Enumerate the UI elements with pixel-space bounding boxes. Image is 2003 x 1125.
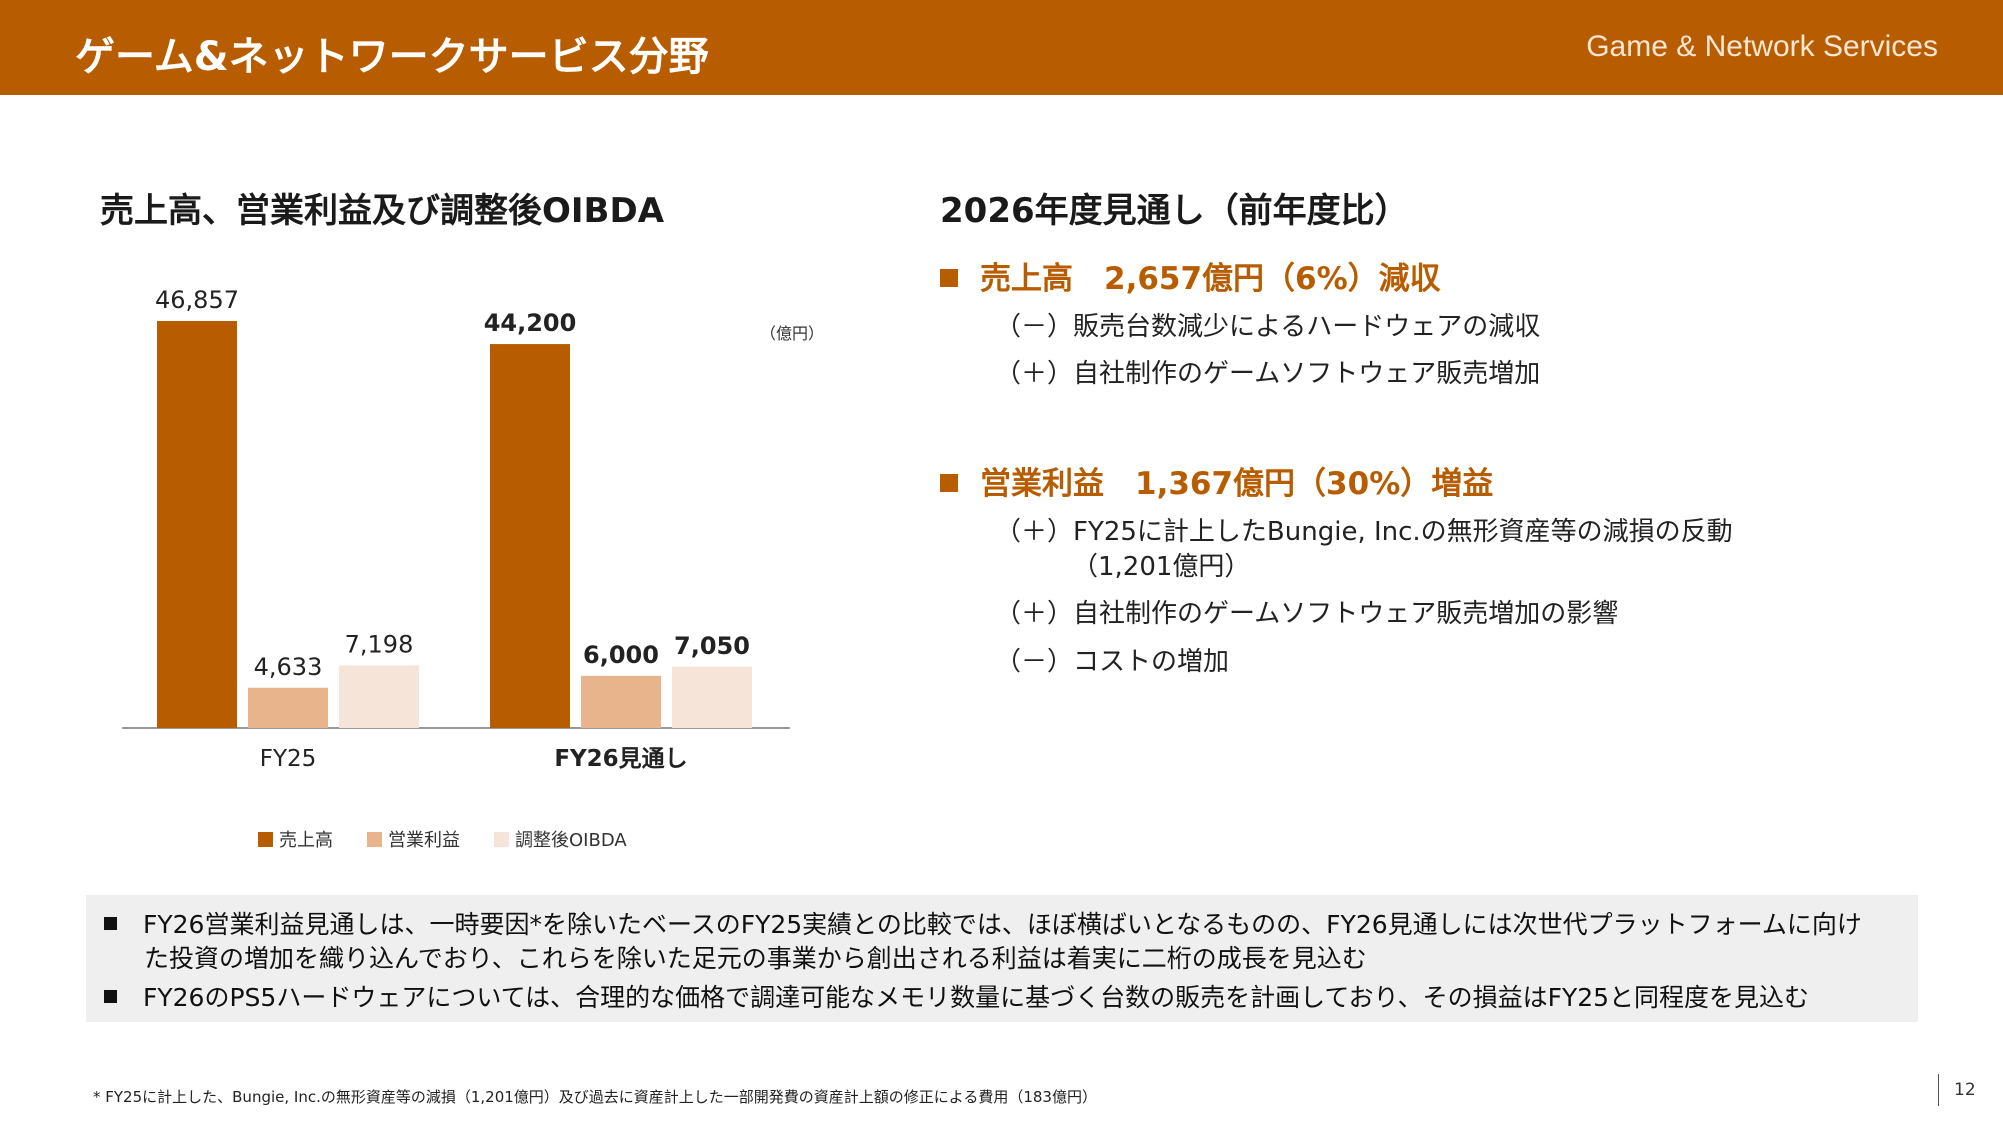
unit-label: （億円） [760,324,825,343]
legend-item-oibda: 調整後OIBDA [494,826,627,852]
square-bullet-icon [104,989,117,1003]
chart-section-title: 売上高、営業利益及び調整後OIBDA [100,191,665,231]
bar-0-1 [490,344,570,728]
sales-factor-2: （＋）自社制作のゲームソフトウェア販売増加 [995,359,1541,389]
square-bullet-icon [940,268,958,287]
category-label-0: FY25 [260,746,317,772]
op-income-outlook-text: 営業利益 1,367億円（30%）増益 [980,466,1494,502]
page-number-divider [1938,1074,1939,1106]
legend-label: 調整後OIBDA [515,830,627,851]
notes-box: FY26営業利益見通しは、一時要因*を除いたベースのFY25実績との比較では、ほ… [86,895,1918,1022]
op-income-factor-1: （＋）FY25に計上したBungie, Inc.の無形資産等の減損の反動 [995,517,1733,547]
footnote: * FY25に計上した、Bungie, Inc.の無形資産等の減損（1,201億… [93,1088,1097,1106]
legend-swatch [494,831,509,847]
note-item-1-continued: た投資の増加を織り込んでおり、これらを除いた足元の事業から創出される利益は着実に… [144,944,1367,973]
legend-swatch [367,831,382,847]
legend-item-sales: 売上高 [258,826,333,852]
note-item-1: FY26営業利益見通しは、一時要因*を除いたベースのFY25実績との比較では、ほ… [104,905,1862,941]
bar-2-0 [339,665,419,728]
legend-label: 売上高 [279,830,333,851]
sales-outlook-heading: 売上高 2,657億円（6%）減収 [940,253,1441,298]
segment-name-en: Game & Network Services [1586,30,1938,63]
page-title: ゲーム&ネットワークサービス分野 [75,34,709,80]
data-label-2-1: 7,050 [674,632,750,660]
bar-1-1 [581,675,661,728]
note-item-2: FY26のPS5ハードウェアについては、合理的な価格で調達可能なメモリ数量に基づ… [104,978,1809,1014]
chart-legend: 売上高 営業利益 調整後OIBDA [258,826,627,852]
category-label-1: FY26見通し [554,746,687,772]
legend-label: 営業利益 [388,830,460,851]
data-label-1-1: 6,000 [583,641,659,669]
bar-0-0 [157,320,237,728]
page-number: 12 [1954,1080,1976,1100]
legend-swatch [258,831,273,847]
op-income-outlook-heading: 営業利益 1,367億円（30%）増益 [940,458,1493,503]
square-bullet-icon [104,916,117,930]
sales-outlook-text: 売上高 2,657億円（6%）減収 [980,261,1441,297]
outlook-title: 2026年度見通し（前年度比） [940,191,1409,231]
data-label-2-0: 7,198 [345,630,414,658]
square-bullet-icon [940,473,958,492]
data-label-0-1: 44,200 [484,309,577,337]
data-label-0-0: 46,857 [155,286,239,314]
bar-1-0 [248,687,328,728]
op-income-factor-2: （＋）自社制作のゲームソフトウェア販売増加の影響 [995,599,1619,629]
bar-chart: 46,857 4,633 7,198 FY25 44,200 6,000 7,050 FY26… [122,286,790,772]
bar-2-1 [672,666,752,728]
op-income-factor-3: （－）コストの増加 [995,647,1230,677]
sales-factor-1: （－）販売台数減少によるハードウェアの減収 [995,312,1541,342]
data-label-1-0: 4,633 [254,653,323,681]
legend-item-operating-income: 営業利益 [367,826,460,852]
header-bar: ゲーム&ネットワークサービス分野 Game & Network Services [0,0,2003,95]
op-income-factor-1-amount: （1,201億円） [1072,552,1251,582]
